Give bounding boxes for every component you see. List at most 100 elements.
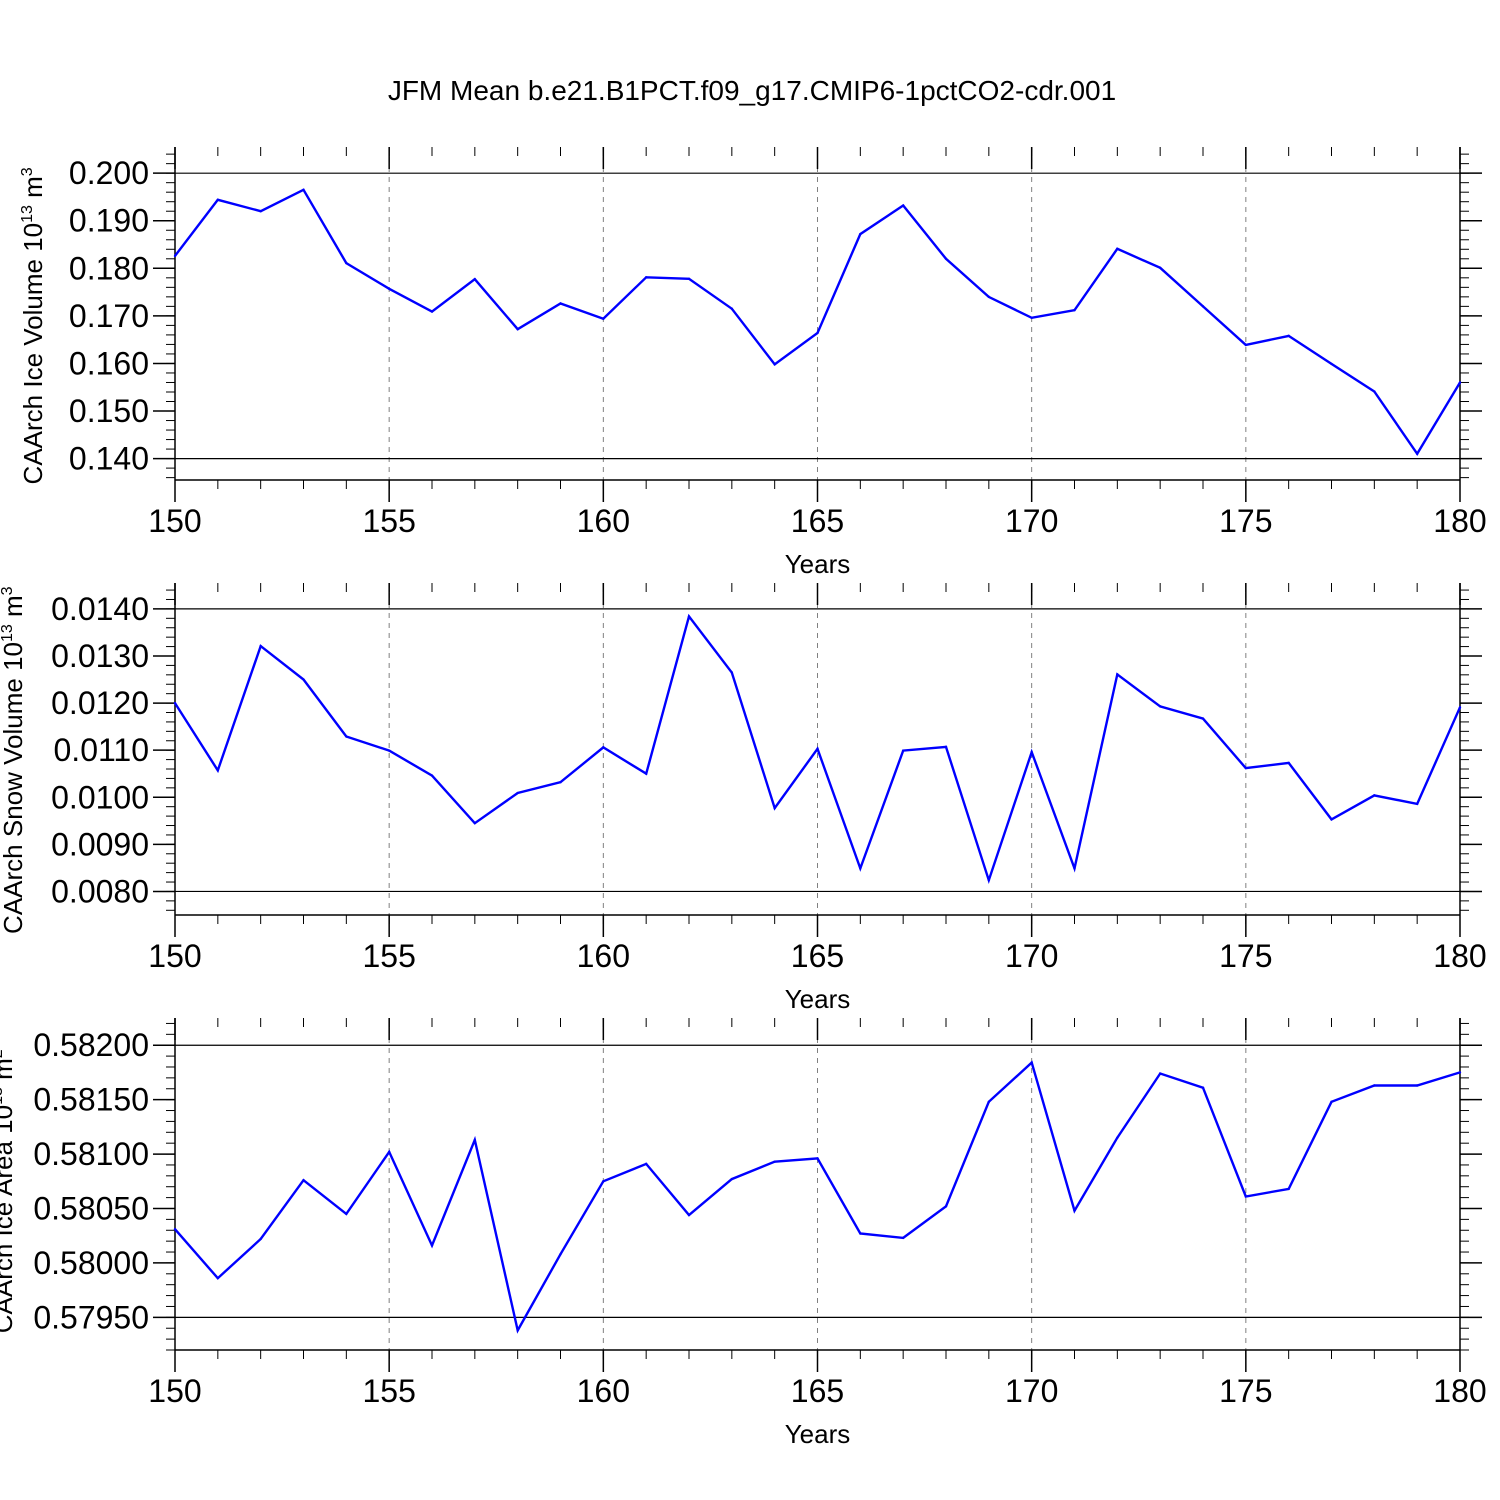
data-point <box>1201 1086 1205 1089</box>
y-tick-label: 0.0140 <box>51 591 149 627</box>
y-tick-label: 0.0100 <box>51 779 149 815</box>
chart-panel-2: 0.0080 0.0090 0.0100 0.0110 0.0120 0.0130 0.01… <box>0 583 1487 1014</box>
x-tick-label: 165 <box>791 1373 844 1409</box>
data-point <box>516 1329 519 1332</box>
y-tick-label: 0.0090 <box>51 826 149 862</box>
data-point <box>901 204 905 207</box>
data-point <box>644 772 648 775</box>
x-tick-label: 165 <box>791 503 844 539</box>
data-point <box>1287 1187 1290 1191</box>
data-point <box>1073 308 1076 312</box>
data-point <box>1116 247 1119 251</box>
data-point <box>687 615 691 618</box>
x-tick-label: 170 <box>1005 1373 1058 1409</box>
x-tick-label: 180 <box>1433 503 1486 539</box>
data-point <box>644 276 648 279</box>
data-point <box>1244 1195 1248 1198</box>
x-axis-title: Years <box>785 1419 851 1449</box>
y-tick-label: 0.200 <box>69 155 149 191</box>
x-axis-title: Years <box>785 984 851 1014</box>
data-point <box>216 1276 220 1280</box>
data-point <box>387 749 391 752</box>
chart-title: JFM Mean b.e21.B1PCT.f09_g17.CMIP6-1pctC… <box>388 75 1116 106</box>
data-point <box>816 747 819 750</box>
data-point <box>1458 1071 1462 1074</box>
data-point <box>1287 334 1290 338</box>
data-point <box>859 867 862 870</box>
data-point <box>1244 343 1248 347</box>
data-point <box>1458 381 1462 384</box>
chart-panels: 0.140 0.150 0.160 0.170 0.180 0.190 0.200 150 15… <box>0 147 1487 1449</box>
data-point <box>1158 1072 1162 1075</box>
x-tick-label: 180 <box>1433 938 1486 974</box>
data-point <box>1330 818 1333 821</box>
y-tick-label: 0.58050 <box>33 1190 149 1226</box>
data-point <box>687 1213 691 1217</box>
data-point <box>173 701 177 705</box>
data-point <box>1415 1084 1419 1087</box>
data-point <box>644 1162 648 1166</box>
y-tick-label: 0.160 <box>69 345 149 381</box>
data-point <box>1030 1061 1033 1064</box>
data-point <box>1073 867 1076 870</box>
data-point <box>816 1157 819 1160</box>
data-point <box>773 806 776 810</box>
x-tick-label: 150 <box>148 503 201 539</box>
data-point <box>730 307 734 310</box>
data-point <box>816 331 819 335</box>
data-point <box>944 257 948 260</box>
data-point <box>430 774 434 777</box>
x-tick-label: 165 <box>791 938 844 974</box>
data-point <box>1201 717 1205 720</box>
y-tick-label: 0.58100 <box>33 1136 149 1172</box>
chart-panel-1: 0.140 0.150 0.160 0.170 0.180 0.190 0.200 150 15… <box>18 147 1487 579</box>
data-point <box>1458 706 1462 709</box>
data-point <box>1415 802 1419 806</box>
y-tick-label: 0.140 <box>69 441 149 477</box>
y-tick-label: 0.58200 <box>33 1027 149 1063</box>
data-point <box>859 1232 862 1235</box>
x-tick-label: 150 <box>148 1373 201 1409</box>
x-tick-label: 150 <box>148 938 201 974</box>
x-tick-label: 155 <box>362 938 415 974</box>
x-tick-label: 160 <box>577 1373 630 1409</box>
data-point <box>430 1244 434 1247</box>
data-point <box>730 671 734 674</box>
data-point <box>259 644 262 648</box>
x-tick-label: 160 <box>577 938 630 974</box>
data-point <box>859 232 862 236</box>
data-point <box>516 791 519 795</box>
data-point <box>173 254 177 258</box>
data-point <box>473 821 477 825</box>
data-point <box>730 1177 734 1181</box>
data-point <box>259 1237 262 1241</box>
y-tick-label: 0.180 <box>69 250 149 286</box>
data-point <box>1244 766 1248 770</box>
x-tick-label: 180 <box>1433 1373 1486 1409</box>
data-point <box>345 261 348 265</box>
data-point <box>216 769 220 772</box>
data-point <box>1373 1084 1376 1087</box>
data-point <box>516 327 519 331</box>
data-point <box>987 878 991 882</box>
data-point <box>1030 750 1033 754</box>
data-point <box>1158 705 1162 708</box>
x-axis-title: Years <box>785 549 851 579</box>
data-point <box>1201 305 1205 308</box>
data-point <box>1116 1136 1119 1139</box>
data-point <box>773 1160 776 1163</box>
y-axis-title: CAArch Ice Area 1013 m2 <box>0 1049 18 1333</box>
data-point <box>559 781 562 784</box>
data-point <box>1330 1100 1333 1104</box>
y-tick-label: 0.58000 <box>33 1245 149 1281</box>
data-point <box>387 1150 391 1154</box>
data-point <box>901 749 905 752</box>
data-point <box>944 1205 948 1208</box>
data-point <box>773 363 776 366</box>
data-point <box>1373 794 1376 797</box>
data-point <box>473 1138 477 1142</box>
data-point <box>473 278 477 281</box>
data-point <box>1330 362 1333 366</box>
chart-panel-3: 0.57950 0.58000 0.58050 0.58100 0.58150 0.582… <box>0 1018 1487 1449</box>
